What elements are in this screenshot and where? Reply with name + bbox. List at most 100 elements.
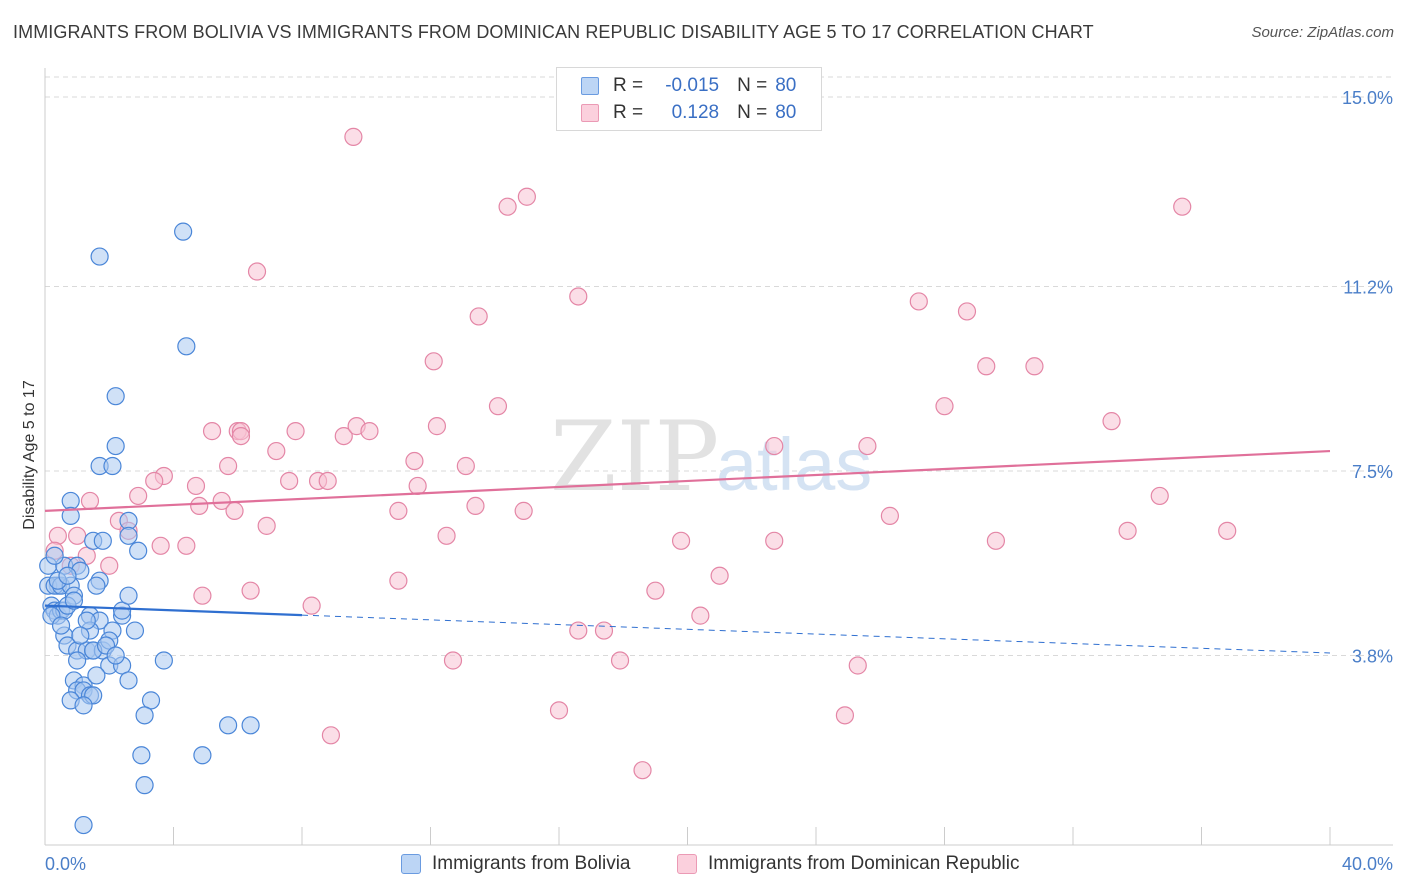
- bolivia-point: [106, 387, 125, 406]
- bolivia-point: [77, 611, 96, 630]
- x-tick-label: 40.0%: [1342, 854, 1393, 874]
- dominican-point: [360, 422, 379, 441]
- dominican-point: [280, 471, 299, 491]
- dominican-point: [225, 501, 244, 520]
- dominican-point: [517, 187, 536, 206]
- dominican-point: [129, 486, 148, 506]
- bolivia-points: [39, 222, 260, 835]
- bolivia-point: [154, 651, 173, 670]
- bolivia-point: [74, 696, 93, 715]
- chart-title: IMMIGRANTS FROM BOLIVIA VS IMMIGRANTS FR…: [13, 22, 1094, 42]
- dominican-point: [488, 397, 508, 416]
- watermark-atlas: atlas: [716, 423, 872, 506]
- dominican-point: [100, 556, 119, 575]
- dominican-point: [186, 476, 206, 496]
- x-tick-label: 0.0%: [45, 854, 86, 874]
- bolivia-point: [177, 337, 196, 356]
- bolivia-point: [61, 506, 80, 525]
- bolivia-point: [106, 646, 125, 665]
- dominican-point: [247, 262, 267, 281]
- dominican-point: [219, 456, 238, 476]
- dominican-point: [646, 581, 665, 600]
- dominican-point: [334, 426, 353, 446]
- dominican-point: [1173, 197, 1192, 216]
- dominican-point: [848, 656, 867, 675]
- dominican-point: [633, 761, 652, 780]
- dominican-point: [408, 476, 427, 496]
- dominican-point: [957, 302, 977, 321]
- bolivia-point: [106, 436, 125, 456]
- bottom-legend-bolivia: Immigrants from Bolivia: [401, 851, 631, 877]
- dominican-point: [321, 726, 341, 745]
- source-label: Source: ZipAtlas.com: [1251, 24, 1394, 41]
- bolivia-point: [219, 716, 238, 735]
- dominican-point: [1118, 521, 1137, 540]
- dominican-point: [286, 422, 305, 441]
- dominican-point: [389, 501, 408, 520]
- dominican-point: [202, 422, 222, 441]
- bolivia-point: [87, 666, 106, 685]
- dominican-point: [405, 451, 424, 471]
- dominican-point: [977, 357, 996, 376]
- bolivia-point: [193, 746, 212, 765]
- dominican-point: [456, 456, 475, 476]
- y-tick-label: 15.0%: [1342, 88, 1393, 108]
- dominican-point: [190, 496, 209, 516]
- dominican-point: [498, 197, 517, 216]
- dominican-point: [594, 621, 614, 640]
- dominican-point: [935, 397, 954, 416]
- dominican-point: [514, 501, 533, 520]
- dominican-point: [437, 526, 456, 545]
- legend-n-value: 80: [775, 102, 797, 123]
- bolivia-point: [119, 586, 138, 605]
- bolivia-point: [51, 616, 71, 635]
- legend-r-value: 0.128: [671, 102, 720, 123]
- dominican-point: [267, 441, 286, 461]
- dominican-point: [241, 581, 260, 600]
- dominican-point: [765, 436, 784, 456]
- dominican-trend-line: [44, 449, 1331, 512]
- bolivia-point: [68, 651, 87, 670]
- bolivia-point: [58, 566, 77, 585]
- dominican-point: [212, 491, 231, 511]
- dominican-point: [610, 651, 630, 670]
- dominican-point: [569, 621, 588, 640]
- bolivia-point: [125, 621, 145, 640]
- bolivia-legend-swatch: [401, 854, 421, 874]
- dominican-point: [177, 536, 196, 555]
- dominican-point: [466, 496, 485, 516]
- dominican-point: [318, 471, 337, 491]
- bolivia-point: [129, 541, 148, 560]
- bolivia-point: [93, 531, 112, 550]
- dominican-point: [1025, 357, 1044, 376]
- y-axis-label: Disability Age 5 to 17: [21, 380, 38, 530]
- dominican-point: [68, 526, 87, 545]
- dominican-point: [909, 292, 928, 311]
- axis-labels: Disability Age 5 to 17 3.8% 7.5% 11.2% 15.0…: [21, 88, 1393, 874]
- trend-lines: [44, 449, 1331, 654]
- bolivia-point: [64, 591, 84, 610]
- legend-r-label: R =: [613, 102, 644, 123]
- legend-row-bolivia: R = -0.015 N = 80: [581, 73, 796, 99]
- bolivia-swatch: [581, 77, 599, 95]
- dominican-legend-label: Immigrants from Dominican Republic: [708, 853, 1020, 874]
- dominican-point: [424, 352, 443, 371]
- bottom-legend-dominican: Immigrants from Dominican Republic: [677, 851, 1020, 877]
- dominican-point: [1218, 521, 1237, 540]
- dominican-point: [691, 606, 710, 625]
- y-tick-label: 7.5%: [1352, 462, 1393, 482]
- legend-r-label: R =: [613, 75, 644, 96]
- legend-n-value: 80: [775, 75, 797, 96]
- dominican-point: [858, 436, 877, 456]
- legend-r-value: -0.015: [665, 75, 720, 96]
- y-tick-label: 3.8%: [1352, 647, 1393, 667]
- bolivia-point: [135, 706, 154, 725]
- dominican-point: [1102, 412, 1121, 431]
- dominican-legend-swatch: [677, 854, 697, 874]
- bolivia-point: [241, 716, 260, 735]
- watermark-zip: ZIP: [550, 401, 719, 513]
- bolivia-point: [141, 691, 161, 710]
- dominican-point: [569, 287, 588, 306]
- dominican-point: [344, 127, 363, 146]
